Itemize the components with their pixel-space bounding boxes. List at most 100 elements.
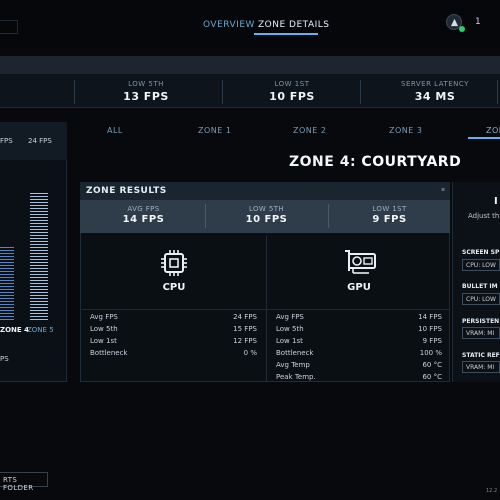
row-value: 0 % xyxy=(243,349,257,357)
setting-label: STATIC REF xyxy=(462,352,500,359)
setting-label: PERSISTEN xyxy=(462,318,500,325)
row-key: Low 5th xyxy=(90,325,118,333)
summary-label: LOW 5TH xyxy=(248,205,285,213)
row-value: 15 FPS xyxy=(233,325,257,333)
row-value: 9 FPS xyxy=(422,337,442,345)
setting-dropdown[interactable]: VRAM: MI xyxy=(462,327,500,339)
summary-value: 9 FPS xyxy=(372,214,407,225)
row-value: 12 FPS xyxy=(233,337,257,345)
stat-value: 10 FPS xyxy=(269,90,315,103)
row-key: Low 1st xyxy=(276,337,303,345)
stat-low-1st: LOW 1ST 10 FPS xyxy=(242,80,342,103)
table-row: Low 1st 12 FPS xyxy=(90,337,257,349)
stat-low-5th: LOW 5TH 13 FPS xyxy=(96,80,196,103)
row-key: Bottleneck xyxy=(90,349,128,357)
panel-header xyxy=(0,122,67,160)
summary-value: 14 FPS xyxy=(122,214,165,225)
setting-dropdown[interactable]: CPU: LOW xyxy=(462,259,500,271)
zone-4-label[interactable]: ZONE 4 xyxy=(0,326,29,334)
summary-low-5th: LOW 5TH 10 FPS xyxy=(205,205,328,225)
tab-overview[interactable]: OVERVIEW xyxy=(203,20,255,30)
cpu-label: CPU xyxy=(162,282,186,293)
warning-icon[interactable] xyxy=(446,14,462,30)
table-row: Avg FPS 24 FPS xyxy=(90,313,257,325)
chart-bar-zone-4 xyxy=(0,247,14,322)
table-row: Bottleneck 0 % xyxy=(90,349,257,361)
summary-low-1st: LOW 1ST 9 FPS xyxy=(328,205,451,225)
zone-tab-4[interactable]: ZONE xyxy=(486,126,500,135)
zone-tab-1[interactable]: ZONE 1 xyxy=(198,126,232,135)
tab-active-underline xyxy=(254,33,318,35)
row-key: Avg FPS xyxy=(276,313,304,321)
table-row: Peak Temp. 60 °C xyxy=(276,373,442,385)
zone-tab-all[interactable]: ALL xyxy=(107,126,123,135)
results-summary xyxy=(80,200,450,233)
stat-label: LOW 5TH xyxy=(128,80,164,88)
top-nav xyxy=(0,0,500,48)
stat-label: LOW 1ST xyxy=(274,80,310,88)
zone-title-prefix: ZONE 4: xyxy=(289,154,357,170)
table-row: Low 1st 9 FPS xyxy=(276,337,442,349)
table-row: Low 5th 10 FPS xyxy=(276,325,442,337)
gpu-card-icon xyxy=(343,249,377,279)
zone-tab-3[interactable]: ZONE 3 xyxy=(389,126,423,135)
panel-corner-icon: ▪ xyxy=(441,186,446,193)
fps-unit: PS xyxy=(0,355,9,363)
left-edge-frame xyxy=(0,20,18,34)
row-key: Low 1st xyxy=(90,337,117,345)
stats-band xyxy=(0,56,500,74)
stat-value: 34 MS xyxy=(414,90,456,103)
row-value: 24 FPS xyxy=(233,313,257,321)
zone-title-name: COURTYARD xyxy=(361,154,462,170)
row-value: 10 FPS xyxy=(418,325,442,333)
setting-dropdown[interactable]: VRAM: MI xyxy=(462,361,500,373)
stat-value: 13 FPS xyxy=(123,90,169,103)
table-row: Avg FPS 14 FPS xyxy=(276,313,442,325)
zone-tab-active-underline xyxy=(468,137,500,139)
row-key: Low 5th xyxy=(276,325,304,333)
header-value: 24 FPS xyxy=(28,137,52,145)
summary-value: 10 FPS xyxy=(245,214,288,225)
table-row: Avg Temp 60 °C xyxy=(276,361,442,373)
tab-zone-details[interactable]: ZONE DETAILS xyxy=(258,20,330,30)
open-reports-folder-button[interactable]: RTS FOLDER xyxy=(0,472,48,492)
gpu-label: GPU xyxy=(347,282,371,293)
table-row: Low 5th 15 FPS xyxy=(90,325,257,337)
strip-divider xyxy=(74,80,75,104)
zone-tab-2[interactable]: ZONE 2 xyxy=(293,126,327,135)
notification-count: 1 xyxy=(475,17,481,27)
zone-results-header xyxy=(80,182,450,200)
row-key: Bottleneck xyxy=(276,349,314,357)
strip-divider xyxy=(222,80,223,104)
row-key: Peak Temp. xyxy=(276,373,316,381)
table-row: Bottleneck 100 % xyxy=(276,349,442,361)
zone-results-title: ZONE RESULTS xyxy=(86,186,167,196)
summary-label: LOW 1ST xyxy=(372,205,407,213)
summary-label: AVG FPS xyxy=(127,205,160,213)
chart-bar-zone-5 xyxy=(30,193,48,322)
version-text: 12.2 xyxy=(486,488,498,494)
table-divider xyxy=(82,309,450,310)
row-value: 60 °C xyxy=(422,361,442,369)
zone-title: ZONE 4: COURTYARD xyxy=(289,154,461,170)
row-key: Avg FPS xyxy=(90,313,118,321)
row-key: Avg Temp xyxy=(276,361,310,369)
setting-dropdown[interactable]: CPU: LOW xyxy=(462,293,500,305)
zone-5-label[interactable]: ZONE 5 xyxy=(27,326,54,334)
header-value: FPS xyxy=(0,137,13,145)
row-value: 60 °C xyxy=(422,373,442,381)
summary-divider xyxy=(205,204,206,228)
settings-panel xyxy=(452,182,500,382)
summary-divider xyxy=(328,204,329,228)
stat-label: SERVER LATENCY xyxy=(401,80,469,88)
setting-label: SCREEN SP xyxy=(462,249,500,256)
status-dot xyxy=(459,26,465,32)
stat-server-latency: SERVER LATENCY 34 MS xyxy=(385,80,485,103)
strip-divider xyxy=(497,80,498,104)
setting-label: BULLET IM xyxy=(462,283,498,290)
summary-avg-fps: AVG FPS 14 FPS xyxy=(82,205,205,225)
row-value: 14 FPS xyxy=(418,313,442,321)
row-value: 100 % xyxy=(419,349,442,357)
cpu-chip-icon xyxy=(160,249,188,281)
settings-subtitle: Adjust th xyxy=(468,212,500,220)
